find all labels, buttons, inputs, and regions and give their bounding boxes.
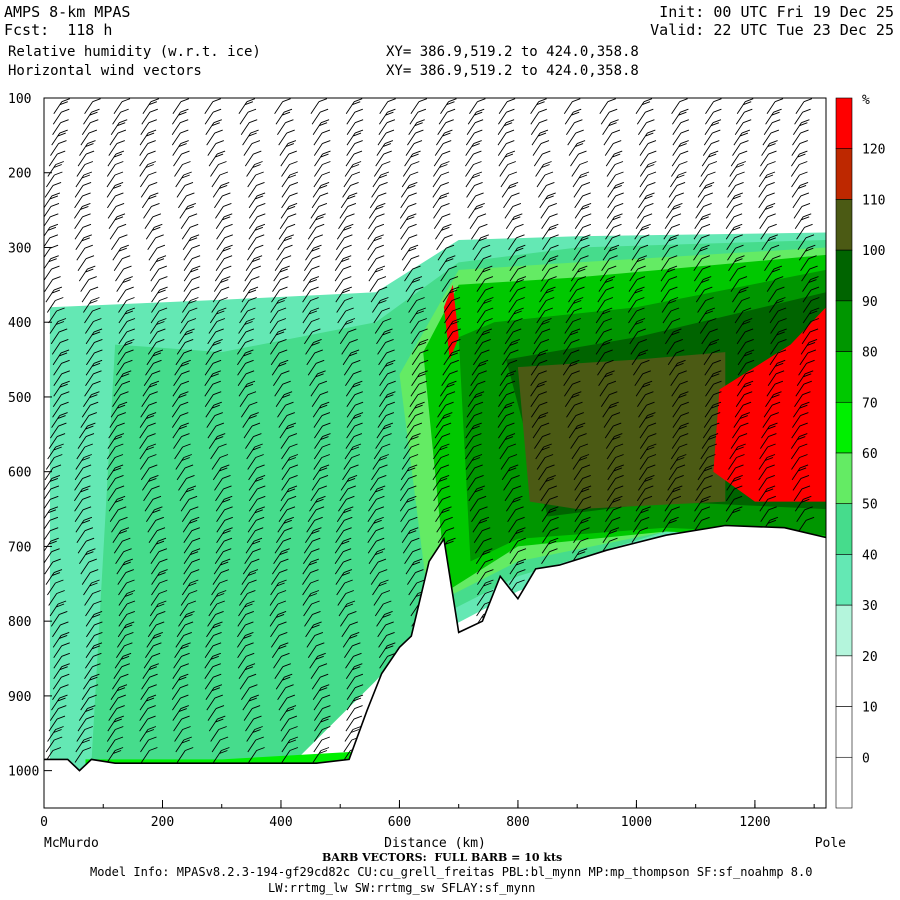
- wind-barb-column: [204, 98, 233, 763]
- field-title-1: Relative humidity (w.r.t. ice): [8, 44, 261, 60]
- wind-barb-column: [660, 98, 690, 533]
- valid-time: Valid: 22 UTC Tue 23 Dec 25: [650, 21, 894, 39]
- model-title: AMPS 8-km MPAS: [4, 3, 131, 21]
- colorbar-swatch: [835, 401, 853, 454]
- wind-barb-column: [432, 98, 461, 554]
- field-title-2: Horizontal wind vectors: [8, 63, 202, 79]
- y-tick-label: 900: [8, 690, 31, 705]
- wind-barb-column: [399, 98, 429, 627]
- wind-barb-column: [693, 98, 722, 533]
- colorbar-swatch: [835, 706, 853, 758]
- x-tick-label: 200: [151, 815, 174, 830]
- wind-barb-column: [44, 98, 70, 763]
- colorbar-swatch: [835, 199, 853, 251]
- x-tick-label: 1000: [621, 815, 652, 830]
- colorbar-unit: %: [862, 93, 870, 108]
- model-info-2: LW:rrtmg_lw SW:rrtmg_sw SFLAY:sf_mynn: [268, 881, 536, 895]
- wind-barb-column: [74, 98, 103, 763]
- colorbar-swatch: [835, 300, 853, 352]
- rh-region-120-7: [713, 307, 826, 502]
- y-tick-label: 400: [8, 316, 31, 331]
- wind-barb-column: [106, 98, 136, 763]
- wind-barb-column: [269, 98, 299, 763]
- x-tick-label: 0: [40, 815, 48, 830]
- colorbar-swatch: [835, 756, 853, 809]
- wind-barb-column: [334, 98, 364, 763]
- terrain-layer: [44, 524, 827, 808]
- wind-barb-column: [465, 98, 494, 627]
- wind-barb-column: [139, 98, 168, 763]
- colorbar-swatch: [835, 554, 853, 606]
- wind-barb-column: [758, 98, 787, 533]
- colorbar-tick-label: 70: [862, 396, 878, 411]
- rh-region-100-6: [517, 352, 726, 510]
- xy-range-2: XY= 386.9,519.2 to 424.0,358.8: [386, 63, 639, 79]
- colorbar-tick-label: 110: [862, 193, 885, 208]
- colorbar-tick-label: 50: [862, 498, 878, 513]
- y-tick-label: 200: [8, 167, 31, 182]
- wind-barb-column: [562, 98, 592, 564]
- colorbar-tick-label: 120: [862, 143, 885, 158]
- xy-range-1: XY= 386.9,519.2 to 424.0,358.8: [386, 44, 639, 60]
- wind-barb-column: [171, 98, 201, 763]
- wind-barb-layer: [44, 98, 820, 763]
- colorbar-tick-label: 0: [862, 751, 870, 766]
- colorbar-swatch: [835, 503, 853, 555]
- x-tick-label: 800: [506, 815, 529, 830]
- forecast-hour: Fcst: 118 h: [4, 21, 113, 39]
- colorbar-tick-label: 100: [862, 244, 885, 259]
- colorbar-tick-label: 40: [862, 548, 878, 563]
- x-axis-label: Distance (km): [384, 836, 486, 851]
- model-info: Model Info: MPASv8.2.3-194-gf29cd82c CU:…: [90, 865, 813, 879]
- wind-barb-column: [497, 98, 527, 596]
- y-tick-label: 700: [8, 540, 31, 555]
- terrain-ground: [44, 525, 826, 808]
- colorbar: 0 10 20 30 40 50 60 70 80 90 100 110 120: [835, 97, 885, 809]
- colorbar-tick-label: 60: [862, 447, 878, 462]
- colorbar-tick-label: 20: [862, 650, 878, 665]
- y-tick-label: 500: [8, 391, 31, 406]
- colorbar-swatch: [835, 148, 853, 200]
- colorbar-tick-label: 80: [862, 346, 878, 361]
- axes-layer: 0 200 400 600 800 1000 1200 100 200 300 400 500 600 7…: [8, 92, 815, 830]
- y-tick-label: 100: [8, 92, 31, 107]
- x-tick-label: 400: [269, 815, 292, 830]
- init-time: Init: 00 UTC Fri 19 Dec 25: [659, 3, 894, 21]
- terrain-line: [44, 524, 827, 772]
- y-tick-label: 1000: [8, 765, 39, 780]
- wind-barb-column: [627, 98, 657, 543]
- x-tick-label: 1200: [739, 815, 770, 830]
- x-tick-label: 600: [388, 815, 411, 830]
- wind-barb-column: [237, 98, 266, 763]
- x-right-location-label: Pole: [815, 836, 846, 851]
- colorbar-swatch: [835, 97, 853, 150]
- wind-barb-column: [302, 98, 331, 763]
- y-tick-label: 800: [8, 615, 31, 630]
- wind-barb-column: [367, 98, 396, 679]
- wind-barb-column: [725, 98, 755, 523]
- colorbar-tick-label: 90: [862, 295, 878, 310]
- x-left-location-label: McMurdo: [44, 836, 99, 851]
- colorbar-swatch: [835, 604, 853, 657]
- y-tick-label: 600: [8, 466, 31, 481]
- colorbar-tick-label: 10: [862, 701, 878, 716]
- y-tick-label: 300: [8, 241, 31, 256]
- plot-frame: [43, 97, 827, 809]
- colorbar-swatch: [835, 452, 853, 505]
- colorbar-swatch: [835, 351, 853, 403]
- rh-region-120-8: [443, 284, 459, 360]
- colorbar-tick-label: 30: [862, 599, 878, 614]
- wind-barb-column: [530, 98, 559, 564]
- colorbar-swatch: [835, 249, 853, 302]
- wind-barb-column: [790, 98, 820, 533]
- colorbar-swatch: [835, 655, 853, 707]
- wind-barb-column: [595, 98, 624, 554]
- barb-legend: BARB VECTORS: FULL BARB = 10 kts: [322, 851, 563, 864]
